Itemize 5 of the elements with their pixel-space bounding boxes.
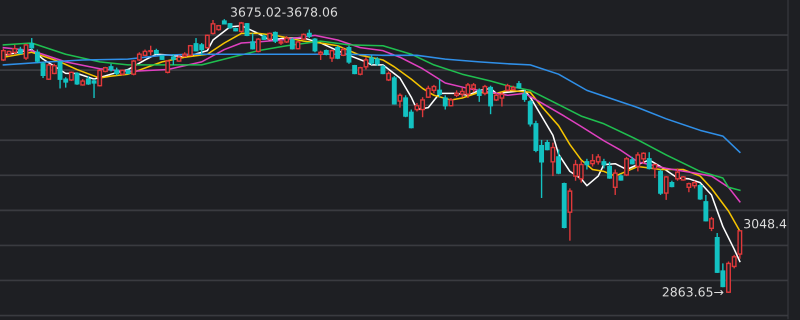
text: 3048.4 <box>744 218 786 228</box>
candlestick <box>550 142 556 177</box>
candlestick <box>612 168 618 196</box>
text: 3675.02-3678.06 <box>230 7 338 17</box>
annotation: 2863.65→ <box>662 287 724 297</box>
